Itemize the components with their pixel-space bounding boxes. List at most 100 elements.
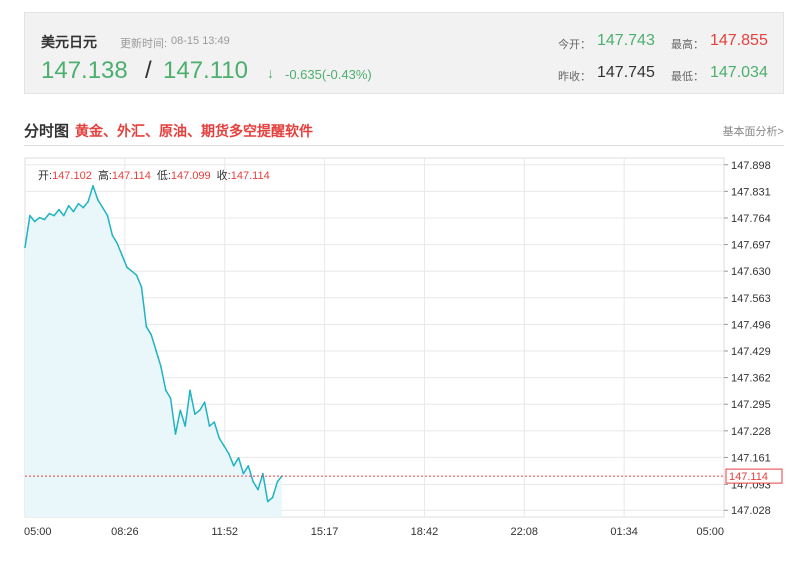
last-price-label: 147.114 <box>729 471 768 483</box>
section-title: 分时图 <box>24 123 70 140</box>
ohlc-label: 高: <box>98 168 112 182</box>
ohlc-label: 低: <box>157 169 171 182</box>
price-point <box>116 242 119 245</box>
price-point <box>179 409 182 411</box>
open-value: 147.743 <box>597 32 655 49</box>
y-tick-label: 147.228 <box>731 426 771 438</box>
section-divider <box>24 145 784 146</box>
price-point <box>67 204 70 207</box>
price-point <box>140 286 143 288</box>
x-tick-label: 05:00 <box>696 526 724 538</box>
price-point <box>135 274 138 276</box>
price-point <box>242 472 245 475</box>
y-tick-label: 147.697 <box>731 240 771 252</box>
price-point <box>247 464 250 467</box>
price-point <box>24 246 26 249</box>
price-point <box>213 421 216 423</box>
price-change: -0.635(-0.43%) <box>285 67 372 82</box>
price-point <box>106 214 109 217</box>
price-point <box>145 325 148 328</box>
price-point <box>77 202 80 205</box>
price-point <box>53 214 55 217</box>
price-point <box>111 234 114 237</box>
promo-link[interactable]: 黄金、外汇、原油、期货多空提醒软件 <box>75 123 313 139</box>
y-tick-label: 147.563 <box>731 293 771 305</box>
price-point <box>276 480 279 483</box>
ohlc-value: 147.102 <box>52 170 92 182</box>
open-label: 今开： <box>558 39 591 51</box>
bid-price: 147.138 <box>41 57 128 84</box>
prev-close-label: 昨收： <box>558 71 591 83</box>
price-point <box>223 445 225 447</box>
price-point <box>29 214 31 217</box>
low-label: 最低： <box>671 71 704 83</box>
intraday-chart: 05:00 08:26 11:52 15:17 18:42 22:08 01:34 05:00… <box>24 157 783 538</box>
price-point <box>150 333 153 336</box>
price-point <box>164 389 167 392</box>
fundamental-analysis-link[interactable]: 基本面分析> <box>722 126 784 138</box>
price-point <box>43 218 46 221</box>
price-point <box>218 437 220 439</box>
price-point <box>72 210 75 213</box>
x-tick-label: 18:42 <box>411 526 439 538</box>
instrument-name: 美元日元 <box>41 34 97 50</box>
y-tick-label: 147.161 <box>731 452 771 464</box>
price-point <box>266 500 269 503</box>
high-label: 最高： <box>671 39 704 51</box>
price-point <box>33 220 36 223</box>
low-value: 147.034 <box>710 64 768 81</box>
price-point <box>130 270 133 272</box>
price-separator: / <box>145 57 152 84</box>
price-point <box>58 208 60 211</box>
price-point <box>63 214 65 217</box>
price-point <box>189 389 191 392</box>
x-tick-label: 15:17 <box>311 526 339 538</box>
price-point <box>160 365 162 368</box>
y-tick-label: 147.898 <box>731 160 771 172</box>
y-tick-label: 147.496 <box>731 319 771 331</box>
price-point <box>38 216 41 219</box>
price-point <box>121 254 123 257</box>
y-tick-label: 147.764 <box>731 213 771 225</box>
price-point <box>82 206 85 209</box>
x-tick-label: 11:52 <box>211 526 238 538</box>
price-point <box>97 198 99 201</box>
price-point <box>174 433 177 435</box>
price-point <box>257 488 259 491</box>
price-point <box>271 496 274 499</box>
ohlc-value: 147.099 <box>171 170 211 182</box>
ohlc-value: 147.114 <box>112 170 151 182</box>
y-tick-label: 147.429 <box>731 346 771 358</box>
last-price-marker <box>725 468 783 484</box>
x-tick-label: 22:08 <box>511 526 539 538</box>
price-point <box>194 413 196 415</box>
price-point <box>48 212 51 215</box>
price-point <box>184 425 186 427</box>
ask-price: 147.110 <box>163 57 248 84</box>
ohlc-value: 147.114 <box>231 170 270 182</box>
prev-close-value: 147.745 <box>597 64 655 81</box>
ohlc-label: 收: <box>217 168 231 182</box>
y-tick-label: 147.630 <box>731 266 771 278</box>
x-tick-label: 05:00 <box>24 526 52 538</box>
price-point <box>155 349 157 352</box>
price-point <box>252 480 254 483</box>
y-tick-label: 147.831 <box>731 186 771 198</box>
price-point <box>101 206 104 209</box>
price-point <box>169 397 172 400</box>
update-time-label: 更新时间: <box>120 38 168 50</box>
ohlc-label: 开: <box>38 170 52 182</box>
high-value: 147.855 <box>710 32 768 49</box>
y-tick-label: 147.362 <box>731 373 771 385</box>
price-point <box>228 453 230 455</box>
price-point <box>87 200 89 203</box>
x-tick-label: 08:26 <box>111 526 139 538</box>
down-arrow-icon: ↓ <box>267 65 274 81</box>
price-point <box>208 425 211 427</box>
y-tick-label: 147.028 <box>731 505 771 517</box>
price-point <box>203 401 206 404</box>
quote-header: 美元日元 更新时间: 08-15 13:49 147.138 / 147.110… <box>24 12 784 94</box>
price-point <box>92 184 94 187</box>
update-time: 08-15 13:49 <box>171 35 230 47</box>
y-tick-label: 147.295 <box>731 399 771 411</box>
